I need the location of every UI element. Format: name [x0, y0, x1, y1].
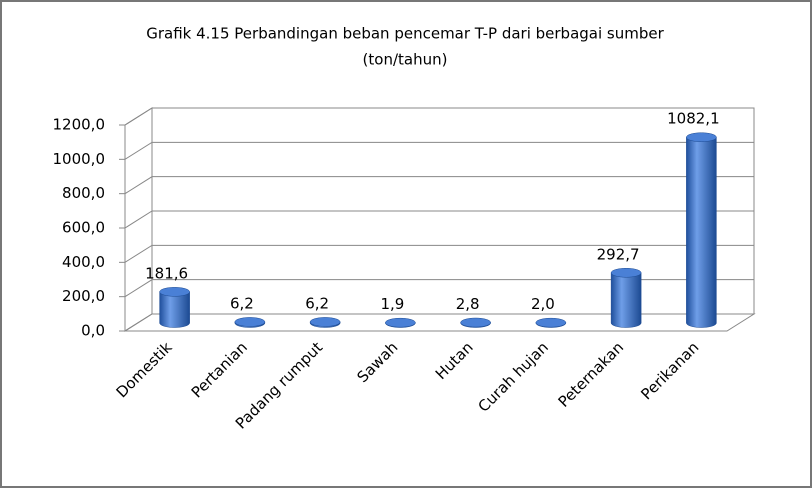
floor — [123, 313, 756, 332]
value-label: 292,7 — [597, 245, 640, 263]
y-tick-label: 400,0 — [62, 253, 105, 271]
y-tick-label: 800,0 — [62, 184, 105, 202]
value-label: 6,2 — [230, 294, 254, 312]
bar-top — [460, 317, 491, 328]
grid-line — [124, 313, 754, 332]
chart-title: Grafik 4.15 Perbandingan beban pencemar … — [146, 25, 664, 43]
y-tick-label: 0,0 — [81, 322, 105, 340]
value-label: 2,0 — [531, 295, 555, 313]
grid-line — [124, 244, 754, 263]
bar — [610, 272, 642, 328]
grid-line — [124, 210, 754, 229]
value-label: 181,6 — [145, 264, 188, 282]
grid-line — [124, 107, 754, 126]
y-tick-label: 200,0 — [62, 287, 105, 305]
grid-line — [124, 279, 754, 298]
bar-top — [686, 132, 717, 142]
bar-top — [234, 317, 266, 327]
bar — [686, 136, 717, 328]
grid-line — [124, 176, 754, 195]
value-label: 6,2 — [305, 294, 329, 312]
bar — [159, 291, 190, 328]
bar-top — [309, 317, 341, 327]
chart-subtitle: (ton/tahun) — [363, 51, 448, 69]
grid-line — [124, 141, 754, 160]
bar-top — [385, 317, 416, 328]
y-tick-label: 600,0 — [62, 219, 105, 237]
value-label: 1082,1 — [667, 110, 720, 128]
bar-top — [610, 268, 642, 278]
value-label: 2,8 — [456, 295, 480, 313]
y-tick-label: 1000,0 — [53, 150, 106, 168]
y-tick-label: 1200,0 — [53, 116, 106, 134]
bar-top — [159, 287, 190, 297]
bar-top — [535, 317, 567, 328]
value-label: 1,9 — [380, 295, 404, 313]
